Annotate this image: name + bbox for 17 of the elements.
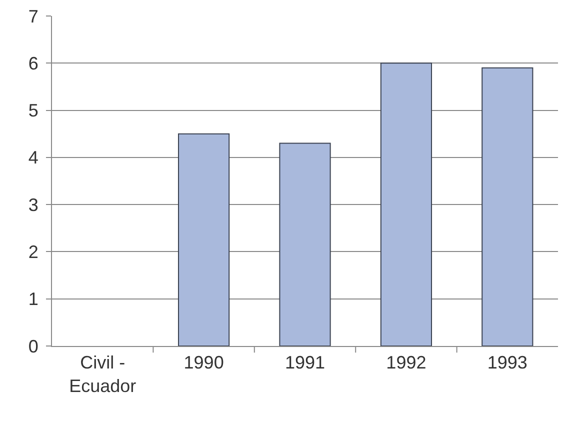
x-tick-label: 1993 bbox=[487, 352, 528, 373]
y-tick-label: 7 bbox=[28, 6, 38, 26]
y-tick-label: 4 bbox=[28, 148, 38, 168]
y-tick-label: 3 bbox=[28, 194, 38, 215]
x-tick-label: Civil - Ecuador bbox=[69, 352, 136, 396]
bar bbox=[380, 62, 432, 346]
y-tick-label: 1 bbox=[28, 289, 38, 310]
bar bbox=[279, 142, 331, 346]
y-tick-label: 6 bbox=[28, 53, 38, 74]
y-tick-label: 2 bbox=[28, 242, 38, 262]
bar bbox=[178, 133, 230, 346]
x-tick-label: 1992 bbox=[386, 352, 426, 373]
y-tick-label: 5 bbox=[28, 100, 38, 121]
y-tick-label: 0 bbox=[28, 336, 38, 356]
x-tick-label: 1990 bbox=[184, 352, 224, 373]
x-tick-label: 1991 bbox=[284, 352, 326, 373]
bar bbox=[482, 67, 534, 346]
